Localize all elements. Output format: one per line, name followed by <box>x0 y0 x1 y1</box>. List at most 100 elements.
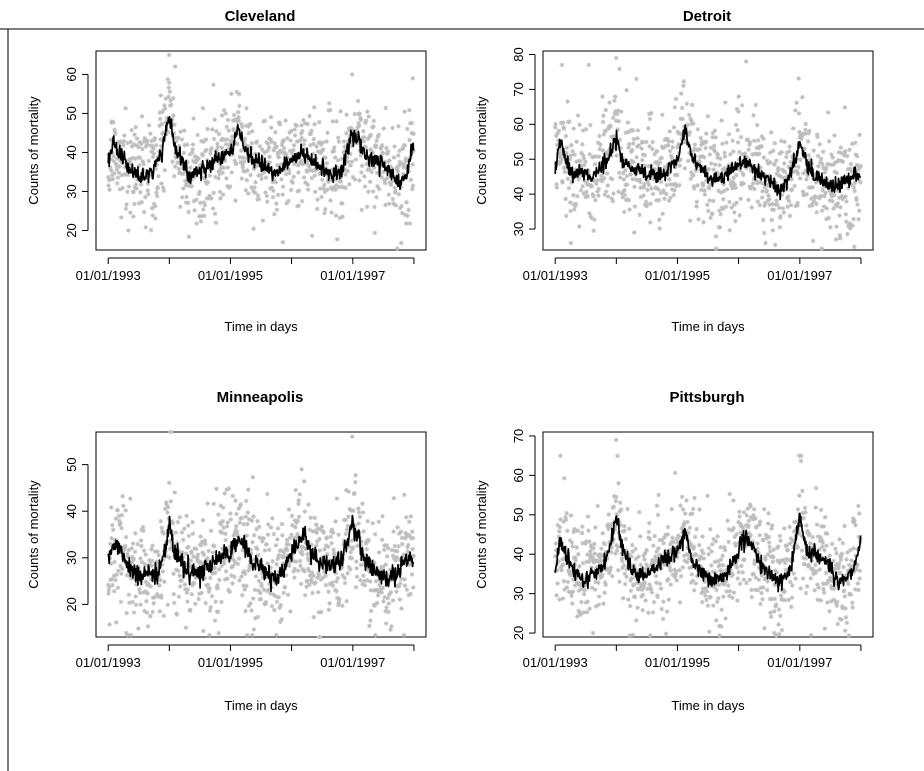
observed-point <box>682 511 688 517</box>
observed-point <box>795 545 800 550</box>
observed-point <box>298 131 304 136</box>
observed-point <box>206 585 211 591</box>
observed-point <box>848 592 854 597</box>
observed-point <box>283 118 288 123</box>
observed-point <box>842 148 848 154</box>
observed-point <box>288 187 294 193</box>
observed-point <box>300 158 306 164</box>
observed-point <box>247 158 253 163</box>
observed-point <box>381 547 387 553</box>
observed-point <box>595 565 600 570</box>
observed-point <box>585 514 591 519</box>
observed-point <box>570 601 575 606</box>
observed-point <box>809 196 814 202</box>
observed-point <box>668 582 674 587</box>
observed-point <box>637 212 642 218</box>
observed-point <box>618 522 623 528</box>
observed-point <box>762 200 768 206</box>
observed-point <box>588 542 594 548</box>
observed-point <box>704 569 710 575</box>
observed-point <box>563 517 569 523</box>
observed-point <box>700 183 706 189</box>
observed-point <box>848 566 853 571</box>
observed-point <box>606 149 612 154</box>
observed-point <box>730 179 736 185</box>
observed-point <box>626 141 632 147</box>
observed-point <box>827 608 832 614</box>
observed-point <box>171 571 176 577</box>
observed-point <box>329 210 334 215</box>
observed-point <box>149 138 155 144</box>
observed-point <box>242 587 248 592</box>
observed-point <box>352 491 357 496</box>
observed-point <box>726 539 731 545</box>
observed-point <box>796 76 801 81</box>
observed-point <box>595 189 600 194</box>
observed-point <box>561 578 567 584</box>
observed-point <box>399 161 405 166</box>
observed-point <box>745 137 751 142</box>
observed-point <box>580 184 585 189</box>
observed-point <box>296 498 302 503</box>
observed-point <box>571 192 576 198</box>
observed-point <box>621 551 626 556</box>
observed-point <box>704 589 710 594</box>
observed-point <box>133 156 138 162</box>
observed-point <box>108 168 114 173</box>
observed-point <box>851 520 857 525</box>
observed-point <box>791 126 796 131</box>
observed-point <box>842 594 848 599</box>
observed-point <box>328 558 333 564</box>
observed-point <box>174 612 180 617</box>
observed-point <box>148 577 154 582</box>
observed-point <box>826 215 832 221</box>
observed-point <box>369 169 375 175</box>
observed-point <box>561 475 567 481</box>
observed-point <box>793 203 798 209</box>
observed-point <box>181 526 187 532</box>
observed-point <box>114 181 120 186</box>
observed-point <box>397 557 402 563</box>
observed-point <box>575 193 580 199</box>
observed-point <box>333 570 339 576</box>
observed-point <box>387 158 392 163</box>
observed-point <box>278 162 284 167</box>
observed-point <box>777 560 782 566</box>
observed-point <box>235 132 241 137</box>
y-tick-label: 20 <box>511 626 526 640</box>
observed-point <box>232 559 238 565</box>
observed-point <box>304 584 309 590</box>
observed-point <box>617 509 623 514</box>
observed-point <box>717 162 722 168</box>
fitted-line <box>107 116 415 191</box>
observed-point <box>700 180 706 186</box>
observed-point <box>231 533 237 538</box>
observed-point <box>761 506 767 512</box>
observed-point <box>683 528 689 534</box>
observed-point <box>681 79 687 84</box>
observed-point <box>687 525 693 531</box>
observed-point <box>679 543 684 548</box>
observed-point <box>171 130 177 136</box>
observed-point <box>245 144 251 149</box>
observed-point <box>244 583 249 589</box>
observed-point <box>855 202 860 207</box>
observed-point <box>385 149 391 155</box>
observed-point <box>849 558 854 563</box>
observed-point <box>408 177 414 183</box>
observed-point <box>592 587 598 592</box>
observed-point <box>757 519 763 524</box>
observed-point <box>752 186 757 192</box>
observed-point <box>591 193 596 199</box>
observed-point <box>331 547 336 553</box>
y-tick-label: 50 <box>511 152 526 166</box>
observed-point <box>617 579 622 585</box>
observed-point <box>119 512 125 518</box>
observed-point <box>314 539 320 544</box>
observed-point <box>108 561 114 566</box>
observed-point <box>724 140 729 145</box>
observed-point <box>336 532 341 537</box>
observed-point <box>274 207 280 213</box>
observed-point <box>657 581 663 587</box>
observed-point <box>106 584 112 590</box>
